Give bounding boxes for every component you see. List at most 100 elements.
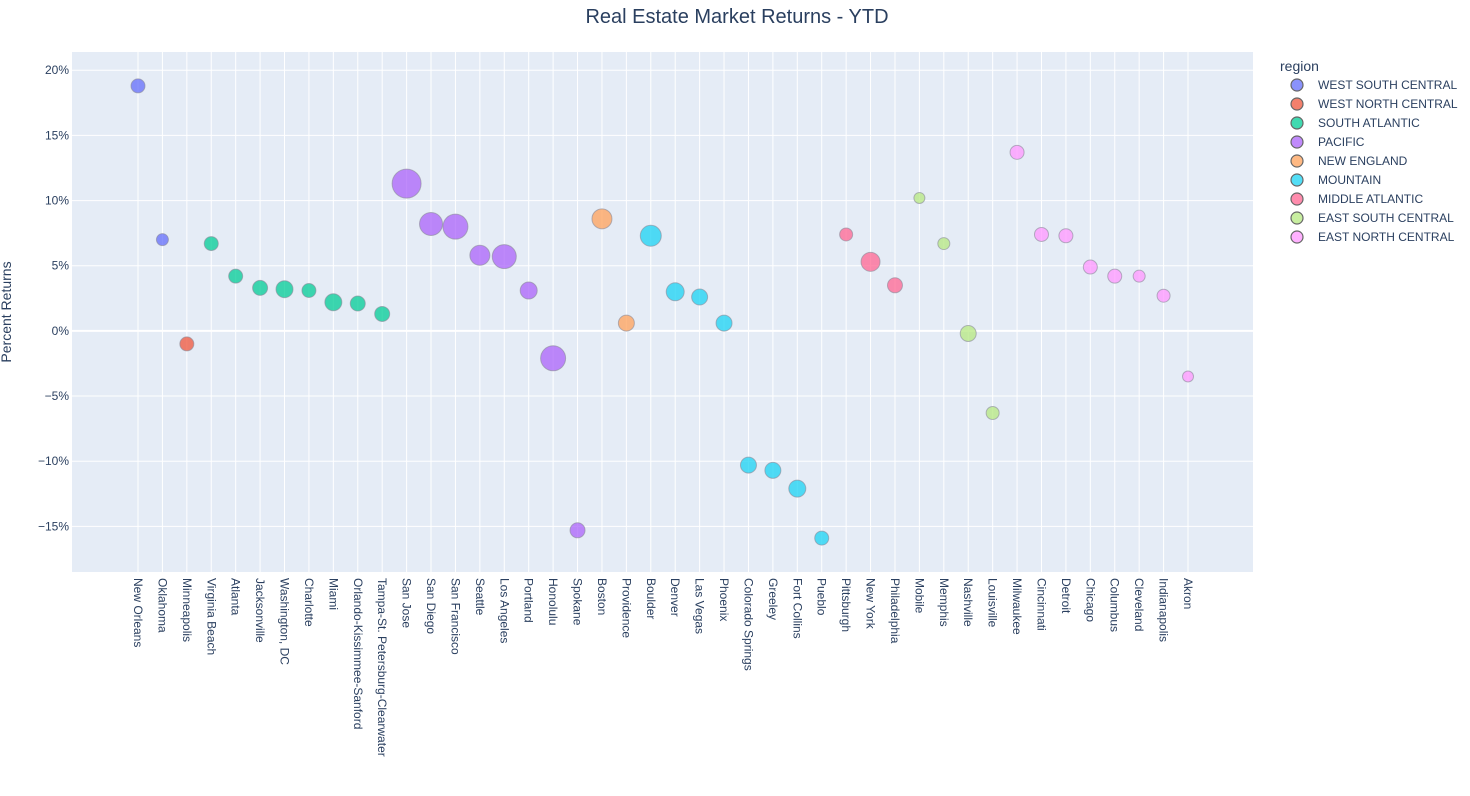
x-tick-label: Jacksonville bbox=[253, 578, 267, 643]
bubble-akron[interactable] bbox=[1182, 370, 1194, 383]
bubble-new-orleans[interactable] bbox=[130, 78, 146, 94]
legend[interactable]: region WEST SOUTH CENTRAL WEST NORTH CENT… bbox=[1280, 58, 1458, 244]
x-tick-label: Minneapolis bbox=[180, 578, 194, 642]
x-tick-label: Phoenix bbox=[717, 578, 731, 621]
bubble-charlotte[interactable] bbox=[301, 282, 317, 298]
x-tick-label: Colorado Springs bbox=[741, 578, 755, 671]
bubble-atlanta[interactable] bbox=[228, 268, 244, 284]
y-tick-label: −10% bbox=[38, 454, 69, 468]
bubble-indianapolis[interactable] bbox=[1156, 288, 1171, 303]
bubble-boston[interactable] bbox=[591, 208, 613, 230]
x-tick-label: Akron bbox=[1181, 578, 1195, 609]
bubble-denver[interactable] bbox=[665, 282, 685, 302]
y-tick-label: 15% bbox=[45, 128, 69, 142]
bubble-jacksonville[interactable] bbox=[252, 279, 269, 296]
bubble-minneapolis[interactable] bbox=[179, 336, 195, 352]
legend-item[interactable]: MIDDLE ATLANTIC bbox=[1290, 192, 1423, 206]
x-tick-label: Cincinnati bbox=[1034, 578, 1048, 631]
y-tick-label: −15% bbox=[38, 519, 69, 533]
bubble-san-jose[interactable] bbox=[391, 168, 422, 199]
x-tick-label: Washington, DC bbox=[278, 578, 292, 665]
bubble-san-francisco[interactable] bbox=[442, 213, 469, 240]
bubble-providence[interactable] bbox=[617, 314, 635, 332]
legend-label: WEST NORTH CENTRAL bbox=[1318, 97, 1458, 111]
legend-item[interactable]: PACIFIC bbox=[1290, 135, 1365, 149]
bubble-cincinnati[interactable] bbox=[1033, 226, 1049, 242]
x-tick-label: Denver bbox=[668, 578, 682, 617]
legend-item[interactable]: WEST NORTH CENTRAL bbox=[1290, 97, 1458, 111]
x-tick-label: San Diego bbox=[424, 578, 438, 634]
legend-label: MOUNTAIN bbox=[1318, 173, 1381, 187]
x-tick-label: Oklahoma bbox=[155, 578, 169, 633]
y-tick-label: 20% bbox=[45, 63, 69, 77]
bubble-tampa-st-petersburg-clearwater[interactable] bbox=[374, 305, 391, 322]
y-axis-label: Percent Returns bbox=[0, 261, 14, 362]
bubble-milwaukee[interactable] bbox=[1009, 144, 1025, 160]
bubble-columbus[interactable] bbox=[1107, 268, 1123, 284]
bubble-cleveland[interactable] bbox=[1132, 269, 1146, 283]
x-tick-label: San Jose bbox=[400, 578, 414, 628]
y-tick-label: 5% bbox=[52, 259, 70, 273]
x-tick-label: Tampa-St. Petersburg-Clearwater bbox=[375, 578, 389, 757]
bubble-philadelphia[interactable] bbox=[886, 277, 903, 294]
bubble-orlando-kissimmee-sanford[interactable] bbox=[349, 295, 366, 312]
x-tick-label: Seattle bbox=[473, 578, 487, 616]
x-tick-label: Nashville bbox=[961, 578, 975, 627]
x-tick-label: Pueblo bbox=[815, 578, 829, 616]
x-tick-label: Los Angeles bbox=[497, 578, 511, 643]
bubble-las-vegas[interactable] bbox=[691, 288, 709, 306]
bubble-fort-collins[interactable] bbox=[788, 479, 807, 498]
legend-item[interactable]: NEW ENGLAND bbox=[1290, 154, 1408, 168]
legend-marker-icon bbox=[1290, 230, 1304, 244]
bubble-honolulu[interactable] bbox=[540, 345, 567, 372]
legend-item[interactable]: EAST NORTH CENTRAL bbox=[1290, 230, 1455, 244]
data-points bbox=[130, 78, 1194, 546]
bubble-greeley[interactable] bbox=[764, 461, 782, 479]
x-tick-label: Columbus bbox=[1108, 578, 1122, 632]
bubble-phoenix[interactable] bbox=[715, 314, 733, 332]
bubble-seattle[interactable] bbox=[469, 244, 491, 266]
bubble-pittsburgh[interactable] bbox=[839, 227, 854, 242]
bubble-virginia-beach[interactable] bbox=[203, 236, 219, 252]
legend-label: NEW ENGLAND bbox=[1318, 154, 1408, 168]
legend-label: PACIFIC bbox=[1318, 135, 1365, 149]
bubble-new-york[interactable] bbox=[860, 251, 881, 272]
x-tick-label: Spokane bbox=[571, 578, 585, 626]
bubble-memphis[interactable] bbox=[937, 237, 951, 251]
bubble-spokane[interactable] bbox=[569, 522, 586, 539]
x-tick-label: Portland bbox=[522, 578, 536, 623]
legend-label: SOUTH ATLANTIC bbox=[1318, 116, 1420, 130]
bubble-colorado-springs[interactable] bbox=[739, 456, 757, 474]
x-tick-label: San Francisco bbox=[448, 578, 462, 655]
x-tick-label: Louisville bbox=[986, 578, 1000, 628]
x-tick-label: Fort Collins bbox=[790, 578, 804, 639]
x-tick-label: Greeley bbox=[766, 578, 780, 620]
chart-title: Real Estate Market Returns - YTD bbox=[585, 6, 888, 28]
x-axis: New Orleans Oklahoma Minneapolis Virginia B… bbox=[131, 578, 1195, 757]
bubble-boulder[interactable] bbox=[639, 224, 662, 247]
x-tick-label: Philadelphia bbox=[888, 578, 902, 644]
bubble-los-angeles[interactable] bbox=[491, 244, 517, 270]
legend-marker-icon bbox=[1290, 173, 1304, 187]
legend-item[interactable]: WEST SOUTH CENTRAL bbox=[1290, 78, 1457, 92]
bubble-detroit[interactable] bbox=[1058, 228, 1074, 244]
legend-marker-icon bbox=[1290, 116, 1304, 130]
bubble-portland[interactable] bbox=[519, 281, 538, 300]
bubble-nashville[interactable] bbox=[959, 325, 977, 343]
bubble-pueblo[interactable] bbox=[814, 530, 830, 546]
bubble-san-diego[interactable] bbox=[419, 212, 444, 237]
bubble-oklahoma[interactable] bbox=[155, 233, 169, 247]
legend-item[interactable]: MOUNTAIN bbox=[1290, 173, 1381, 187]
bubble-louisville[interactable] bbox=[985, 406, 1000, 421]
x-tick-label: Virginia Beach bbox=[204, 578, 218, 655]
legend-item[interactable]: EAST SOUTH CENTRAL bbox=[1290, 211, 1454, 225]
bubble-miami[interactable] bbox=[324, 293, 343, 312]
legend-marker-icon bbox=[1290, 135, 1304, 149]
legend-label: EAST SOUTH CENTRAL bbox=[1318, 211, 1454, 225]
bubble-washington-dc[interactable] bbox=[275, 280, 294, 299]
bubble-chicago[interactable] bbox=[1082, 259, 1098, 275]
x-tick-label: Charlotte bbox=[302, 578, 316, 627]
legend-item[interactable]: SOUTH ATLANTIC bbox=[1290, 116, 1420, 130]
bubble-mobile[interactable] bbox=[913, 191, 926, 204]
